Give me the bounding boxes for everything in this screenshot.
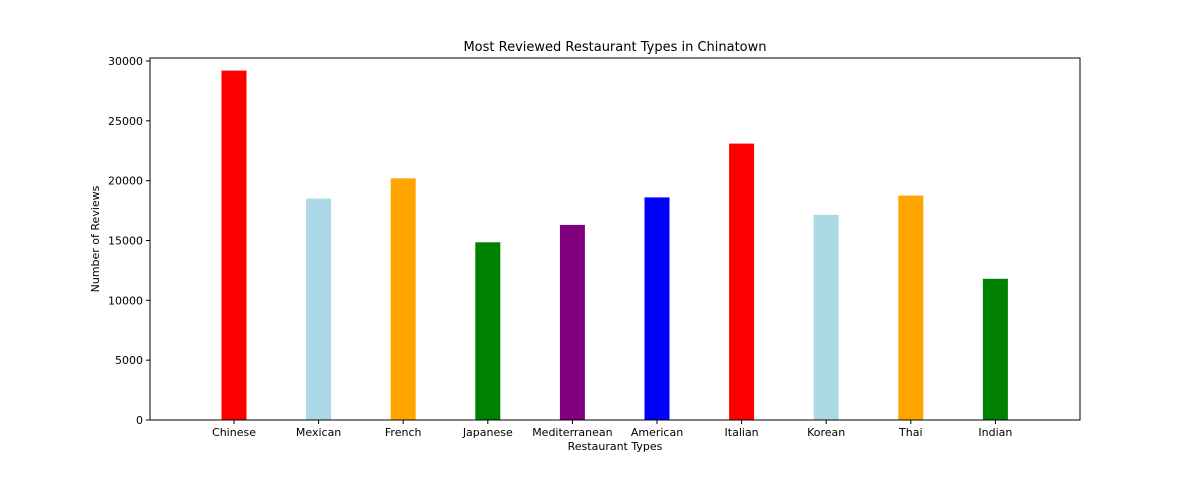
bar-indian — [982, 278, 1008, 420]
bar-thai — [898, 195, 924, 420]
x-axis: Chinese Mexican French Japanese Mediterranea… — [212, 420, 1012, 439]
x-tick-label: Thai — [898, 426, 923, 439]
y-tick-label: 30000 — [108, 55, 143, 68]
bar-chinese — [221, 70, 247, 420]
y-axis-label: Number of Reviews — [89, 185, 102, 292]
bar-mediterranean — [559, 224, 585, 420]
x-tick-label: Mediterranean — [532, 426, 612, 439]
bars-group — [221, 70, 1008, 420]
bar-american — [644, 197, 670, 420]
bar-italian — [729, 143, 755, 420]
x-axis-label: Restaurant Types — [568, 440, 663, 453]
x-tick-label: Indian — [978, 426, 1012, 439]
bar-french — [390, 178, 416, 420]
x-tick-label: Italian — [725, 426, 759, 439]
chart-title: Most Reviewed Restaurant Types in Chinat… — [463, 40, 766, 55]
y-tick-label: 20000 — [108, 175, 143, 188]
y-tick-label: 15000 — [108, 234, 143, 247]
y-tick-label: 25000 — [108, 115, 143, 128]
y-tick-label: 5000 — [115, 354, 143, 367]
x-tick-label: Chinese — [212, 426, 256, 439]
x-tick-label: Japanese — [462, 426, 513, 439]
bar-japanese — [475, 242, 501, 420]
y-tick-label: 0 — [136, 414, 143, 427]
plot-frame — [149, 57, 1081, 421]
x-tick-label: French — [385, 426, 422, 439]
bar-mexican — [306, 198, 332, 420]
x-tick-label: Korean — [807, 426, 845, 439]
bar-korean — [813, 214, 839, 420]
x-tick-label: American — [631, 426, 683, 439]
y-tick-label: 10000 — [108, 294, 143, 307]
x-tick-label: Mexican — [296, 426, 341, 439]
y-axis: 0 5000 10000 15000 20000 25000 30000 — [108, 55, 150, 427]
